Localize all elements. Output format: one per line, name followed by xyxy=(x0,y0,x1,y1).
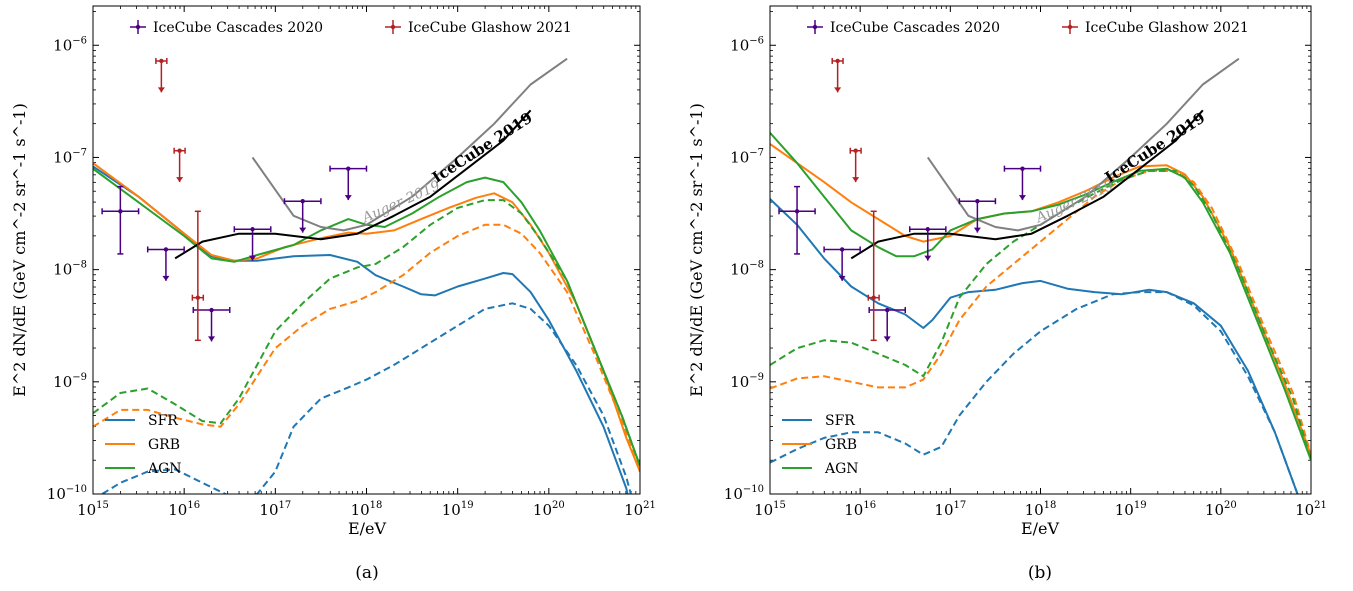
x-tick-label: 1021 xyxy=(1295,500,1327,519)
x-tick-label: 1018 xyxy=(351,500,383,519)
legend-label: AGN xyxy=(147,461,182,477)
x-tick-label: 1016 xyxy=(168,500,200,519)
series-grb-dashed-line xyxy=(770,169,1311,455)
legend-marker-dot xyxy=(390,24,396,30)
y-axis-title: E^2 dN/dE (GeV cm^-2 sr^-1 s^-1) xyxy=(687,103,706,397)
cascade-upper-limit-arrow xyxy=(1018,195,1026,201)
glashow-point xyxy=(871,295,876,300)
x-tick-label: 1016 xyxy=(844,500,876,519)
legend-label: IceCube Cascades 2020 xyxy=(830,20,1000,36)
cascade-point xyxy=(209,307,214,313)
cascade-point xyxy=(163,247,169,252)
x-tick-label: 1017 xyxy=(934,500,966,519)
glashow-upper-limit-arrow xyxy=(157,87,165,93)
plot-frame xyxy=(769,5,1312,495)
panel-label: (b) xyxy=(1028,563,1052,583)
panel-label: (a) xyxy=(355,563,378,583)
series-auger-2019-solid-line xyxy=(926,57,1240,232)
cascade-upper-limit-arrow xyxy=(208,336,216,342)
series-sfr-dashed-line xyxy=(770,291,1299,494)
x-tick-label: 1017 xyxy=(259,500,291,519)
cascade-point xyxy=(118,209,123,214)
x-axis-title: E/eV xyxy=(1021,519,1060,538)
series-icecube-2019-solid-line xyxy=(174,109,532,260)
legend-label: IceCube Glashow 2021 xyxy=(408,20,572,36)
glashow-point xyxy=(195,295,201,300)
series-grb-dashed-line xyxy=(93,223,640,472)
legend-label: AGN xyxy=(824,461,859,477)
x-tick-label: 1019 xyxy=(442,500,474,519)
x-tick-label: 1020 xyxy=(1205,500,1237,519)
series-agn-dashed-line xyxy=(93,199,640,467)
cascade-upper-limit-arrow xyxy=(344,195,352,201)
y-axis-title: E^2 dN/dE (GeV cm^-2 sr^-1 s^-1) xyxy=(10,103,29,397)
series-auger-2019-solid-line xyxy=(251,57,568,232)
auger-2019-annotation: Auger 2019 xyxy=(1032,178,1116,227)
glashow-point xyxy=(177,148,182,153)
x-axis-title: E/eV xyxy=(348,519,387,538)
x-tick-label: 1015 xyxy=(77,500,109,519)
cascade-upper-limit-arrow xyxy=(838,275,846,281)
panel-a: 1015 1016 1017 1018 1019 1020 1021 10−10 10−9 10−… xyxy=(10,5,656,583)
legend-label: SFR xyxy=(825,413,855,429)
cascade-upper-limit-arrow xyxy=(249,255,257,261)
legend-label: GRB xyxy=(825,437,857,453)
y-tick-label: 10−6 xyxy=(730,35,764,54)
legend-marker-dot xyxy=(812,24,818,30)
y-tick-label: 10−9 xyxy=(730,372,764,391)
glashow-upper-limit-arrow xyxy=(176,177,184,183)
y-tick-label: 10−7 xyxy=(730,147,764,166)
x-tick-label: 1018 xyxy=(1025,500,1057,519)
cascade-upper-limit-arrow xyxy=(924,255,932,261)
series-agn-solid-line xyxy=(93,167,640,467)
cascade-upper-limit-arrow xyxy=(299,227,307,233)
series-agn-solid-line xyxy=(770,132,1311,461)
icecube-2019-annotation: IceCube 2019 xyxy=(429,109,536,187)
glashow-point xyxy=(159,58,164,64)
panel-b: 1015 1016 1017 1018 1019 1020 1021 10−10 10−9 10−… xyxy=(687,5,1327,583)
glashow-point xyxy=(835,58,840,64)
x-tick-label: 1015 xyxy=(754,500,786,519)
cascade-point xyxy=(1020,166,1025,171)
legend-marker-dot xyxy=(1067,24,1073,30)
y-tick-label: 10−8 xyxy=(53,260,87,279)
cascade-upper-limit-arrow xyxy=(973,227,981,233)
cascade-point xyxy=(885,307,890,313)
legend-label: IceCube Cascades 2020 xyxy=(153,20,323,36)
y-tick-label: 10−10 xyxy=(47,484,87,503)
cascade-upper-limit-arrow xyxy=(883,336,891,342)
cascade-point xyxy=(794,209,800,214)
series-icecube-2019-solid-line xyxy=(850,109,1204,260)
cascade-upper-limit-arrow xyxy=(162,275,170,281)
icecube-2019-annotation: IceCube 2019 xyxy=(1102,109,1209,187)
legend-label: IceCube Glashow 2021 xyxy=(1085,20,1249,36)
series-grb-solid-line xyxy=(93,162,640,472)
series-sfr-dashed-line xyxy=(100,302,632,494)
plot-frame xyxy=(92,5,641,495)
cascade-point xyxy=(975,199,980,204)
y-tick-label: 10−6 xyxy=(53,35,87,54)
y-tick-label: 10−9 xyxy=(53,372,87,391)
y-tick-label: 10−8 xyxy=(730,260,764,279)
glashow-upper-limit-arrow xyxy=(852,177,860,183)
cascade-point xyxy=(346,166,351,171)
plot-area xyxy=(93,57,640,494)
glashow-upper-limit-arrow xyxy=(834,87,842,93)
glashow-point xyxy=(853,148,858,153)
cascade-point xyxy=(925,227,930,232)
cascade-point xyxy=(300,199,305,204)
y-tick-label: 10−7 xyxy=(53,147,87,166)
cascade-point xyxy=(839,247,845,252)
legend-label: SFR xyxy=(148,413,178,429)
plot-area xyxy=(770,57,1311,494)
cascade-point xyxy=(250,227,255,232)
legend-label: GRB xyxy=(148,437,180,453)
x-tick-label: 1021 xyxy=(624,500,656,519)
legend-marker-dot xyxy=(135,24,141,30)
series-grb-solid-line xyxy=(770,143,1311,456)
x-tick-label: 1020 xyxy=(533,500,565,519)
y-tick-label: 10−10 xyxy=(724,484,764,503)
x-tick-label: 1019 xyxy=(1115,500,1147,519)
